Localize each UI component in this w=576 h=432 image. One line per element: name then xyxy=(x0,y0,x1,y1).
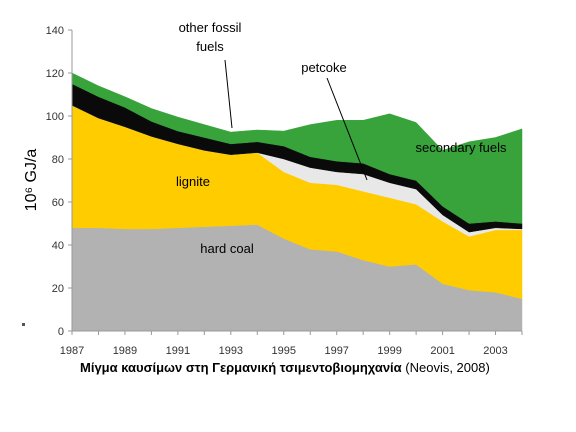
label-lignite: lignite xyxy=(176,174,210,189)
y-axis-title: 10⁶ GJ/a xyxy=(23,149,40,212)
y-tick-label: 60 xyxy=(52,197,64,209)
label-petcoke: petcoke xyxy=(301,60,347,75)
x-tick-label: 1997 xyxy=(324,345,348,357)
label-secondary-fuels: secondary fuels xyxy=(415,140,507,155)
caption-source: (Neovis, 2008) xyxy=(401,360,490,375)
x-tick-label: 1999 xyxy=(377,345,401,357)
label-other-fossil-line1: other fossil xyxy=(179,20,242,35)
y-tick-label: 80 xyxy=(52,154,64,166)
label-other-fossil-line2: fuels xyxy=(196,39,224,54)
x-tick-label: 1991 xyxy=(166,345,190,357)
caption-title: Μίγμα καυσίμων στη Γερμανική τσιμεντοβιο… xyxy=(80,360,402,375)
area-series-group xyxy=(71,72,523,332)
y-tick-label: 100 xyxy=(46,111,64,123)
y-tick-group: 0 20 40 60 80 100 120 140 xyxy=(46,25,72,338)
y-tick-label: 0 xyxy=(58,326,64,338)
x-tick-label: 1987 xyxy=(60,345,84,357)
chart-caption: Μίγμα καυσίμων στη Γερμανική τσιμεντοβιο… xyxy=(80,360,550,375)
y-tick-label: 140 xyxy=(46,25,64,37)
x-tick-label: 2003 xyxy=(483,345,507,357)
x-tick-label: 1993 xyxy=(219,345,243,357)
x-tick-label: 2001 xyxy=(430,345,454,357)
x-tick-label: 1995 xyxy=(272,345,296,357)
label-hard-coal: hard coal xyxy=(200,241,254,256)
y-tick-label: 40 xyxy=(52,240,64,252)
bullet-mark xyxy=(22,323,25,326)
y-tick-label: 120 xyxy=(46,68,64,80)
y-tick-label: 20 xyxy=(52,283,64,295)
other-fossil-leader-line xyxy=(224,59,233,129)
x-tick-group: 1987 1989 1991 1993 1995 1997 1999 2001 2003 xyxy=(60,331,523,357)
petcoke-leader-line xyxy=(326,77,368,181)
x-tick-label: 1989 xyxy=(113,345,137,357)
leader-lines xyxy=(224,59,368,181)
area-secondary-fuels xyxy=(71,72,523,224)
